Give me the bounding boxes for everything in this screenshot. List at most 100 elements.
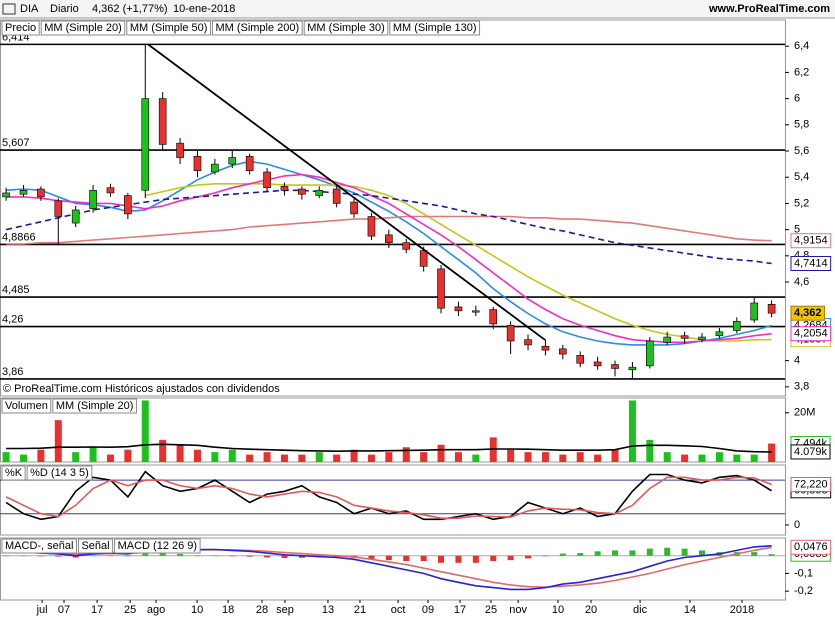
candle-body xyxy=(71,209,80,224)
legend-entry: %K xyxy=(5,467,23,479)
y-tick-label: 4,6 xyxy=(794,276,809,288)
site: www.ProRealTime.com xyxy=(708,3,830,15)
volume-bar xyxy=(507,449,515,462)
line-series xyxy=(145,183,772,342)
candle-body xyxy=(419,250,428,267)
volume-bar xyxy=(19,454,27,462)
volume-bar xyxy=(715,452,723,462)
x-tick-label: 17 xyxy=(454,604,466,616)
volume-bar xyxy=(2,452,10,462)
legend-entry: Precio xyxy=(5,22,36,34)
candle-body xyxy=(37,188,45,198)
line-series xyxy=(6,160,772,346)
candle-body xyxy=(472,310,480,313)
candle-body xyxy=(158,98,167,145)
x-tick-label: 20 xyxy=(585,604,597,616)
histogram-bar xyxy=(142,553,149,556)
last-value-label: 4,2054 xyxy=(794,328,828,340)
histogram-bar xyxy=(438,555,445,563)
x-tick-label: 10 xyxy=(552,604,564,616)
last-value-box xyxy=(790,539,832,555)
candle-body xyxy=(54,200,63,217)
legend-entry: MM (Simple 20) xyxy=(44,22,122,34)
x-tick-label: dic xyxy=(633,604,648,616)
volume-bar xyxy=(733,454,741,462)
line-series xyxy=(6,215,772,245)
candle-body xyxy=(19,190,28,195)
candle-body xyxy=(367,216,376,237)
trendline xyxy=(147,43,546,341)
x-tick-label: sep xyxy=(276,604,294,616)
volume-bar xyxy=(193,449,201,462)
x-tick-label: 25 xyxy=(124,604,136,616)
legend-box xyxy=(26,465,93,481)
level-label: 5,607 xyxy=(2,137,30,149)
candle-body xyxy=(663,336,672,343)
histogram-bar xyxy=(20,555,27,557)
y-tick-label: 6,2 xyxy=(794,66,809,78)
x-tick-label: 18 xyxy=(222,604,234,616)
legend-entry: Volumen xyxy=(5,400,48,412)
candle-body xyxy=(402,242,411,250)
candle-body xyxy=(646,340,654,367)
x-tick-label: 21 xyxy=(354,604,366,616)
candle-body xyxy=(576,355,585,364)
y-tick-label: 4 xyxy=(794,355,800,367)
histogram-bar xyxy=(525,555,532,559)
y-tick-label: 5,4 xyxy=(794,171,809,183)
volume-bar xyxy=(89,447,97,462)
volume-bar xyxy=(663,452,671,462)
y-tick-label: 5,8 xyxy=(794,119,809,131)
histogram-bar xyxy=(612,550,619,556)
candle-body xyxy=(385,234,393,244)
volume-bar xyxy=(611,449,619,462)
volume-bar xyxy=(246,454,254,462)
y-tick-label: 5 xyxy=(794,224,800,236)
last-value-label: 0,0476 xyxy=(794,541,828,553)
histogram-bar xyxy=(107,555,114,556)
y-tick-label: 20M xyxy=(794,407,815,419)
candle-body xyxy=(124,195,132,215)
level-label: 3,86 xyxy=(2,366,23,378)
candle-body xyxy=(211,163,219,173)
candle-body xyxy=(332,188,341,204)
level-label: 4,8866 xyxy=(2,231,36,243)
legend-box xyxy=(303,20,389,36)
volume-bar xyxy=(228,449,236,462)
legend-box xyxy=(52,398,137,414)
candle-body xyxy=(750,302,759,321)
histogram-bar xyxy=(751,552,758,556)
legend-box xyxy=(114,538,201,554)
legend-entry: MM (Simple 30) xyxy=(307,22,385,34)
volume-bar xyxy=(541,452,549,462)
candle-body xyxy=(315,190,324,196)
header-bar xyxy=(0,0,835,18)
histogram-bar xyxy=(246,555,253,557)
last-value-box xyxy=(790,476,832,492)
line-series xyxy=(5,189,772,265)
candle-body xyxy=(2,192,10,198)
x-tick-label: oct xyxy=(391,604,406,616)
last-value-box xyxy=(790,305,826,321)
x-tick-label: nov xyxy=(509,604,527,616)
candle-body xyxy=(437,268,445,309)
date: 10-ene-2018 xyxy=(173,3,235,15)
y-tick-label: 0 xyxy=(794,519,800,531)
footnote: © ProRealTime.com Históricos ajustados c… xyxy=(3,383,280,395)
candle-body xyxy=(541,345,550,351)
volume-bar xyxy=(559,454,567,462)
histogram-bar xyxy=(455,555,462,563)
candle-body xyxy=(733,321,741,331)
x-tick-label: 07 xyxy=(58,604,70,616)
volume-bar xyxy=(315,452,323,462)
level-label: 4,485 xyxy=(2,284,30,296)
candle-body xyxy=(298,188,306,195)
histogram-bar xyxy=(490,555,497,562)
last-value-box xyxy=(790,233,832,249)
histogram-bar xyxy=(472,555,479,563)
histogram-bar xyxy=(664,547,671,556)
candle-body xyxy=(176,142,184,158)
histogram-bar xyxy=(542,555,549,557)
candle-body xyxy=(106,187,115,194)
histogram-bar xyxy=(37,555,44,557)
